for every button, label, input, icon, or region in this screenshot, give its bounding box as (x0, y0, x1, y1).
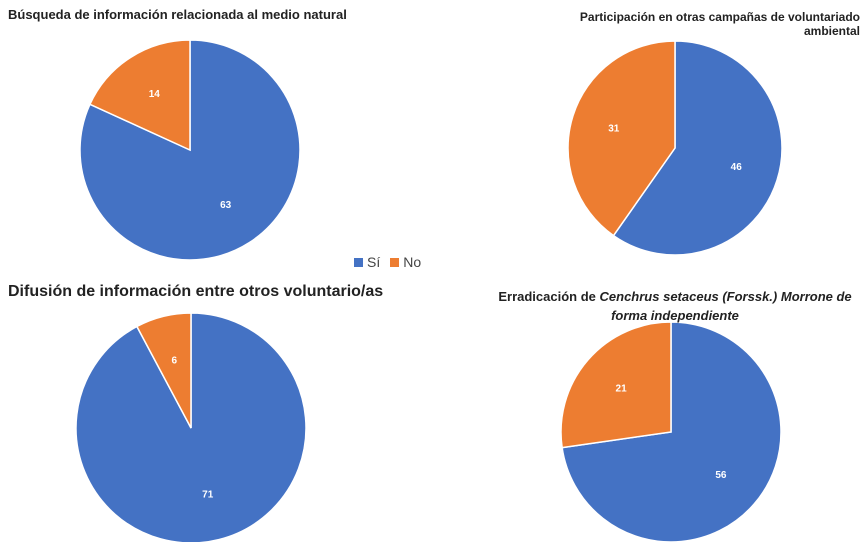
legend-label: Sí (367, 254, 381, 270)
data-label: 63 (220, 200, 232, 211)
legend-label: No (403, 254, 422, 270)
data-label: 31 (608, 123, 620, 134)
pie-slice (612, 40, 783, 256)
data-label: 6 (171, 356, 177, 367)
data-label: 14 (149, 89, 161, 100)
data-label: 21 (616, 383, 628, 394)
data-label: 46 (731, 162, 743, 173)
legend-swatch (390, 258, 400, 267)
legend-item: No (390, 254, 421, 270)
legend-item: Sí (354, 254, 380, 270)
chart-title: Participación en otras campañas de volun… (579, 10, 860, 38)
legend: Sí No (354, 254, 421, 270)
pie-slice (567, 40, 676, 237)
data-label: 71 (202, 490, 214, 501)
pie-slice (135, 312, 192, 429)
chart-title: Búsqueda de información relacionada al m… (8, 7, 347, 22)
chart-title: Difusión de información entre otros volu… (8, 283, 384, 300)
legend-swatch (354, 258, 363, 267)
pie-slice (75, 312, 307, 542)
title-italic: Cenchrus setaceus (Forssk.) Morrone de f… (599, 289, 852, 323)
pie-slice (560, 321, 672, 449)
pie-slice (88, 39, 191, 152)
data-label: 56 (715, 470, 727, 481)
chart-title: Erradicación de Cenchrus setaceus (Forss… (480, 287, 864, 325)
title-text: Erradicación de (498, 289, 596, 304)
